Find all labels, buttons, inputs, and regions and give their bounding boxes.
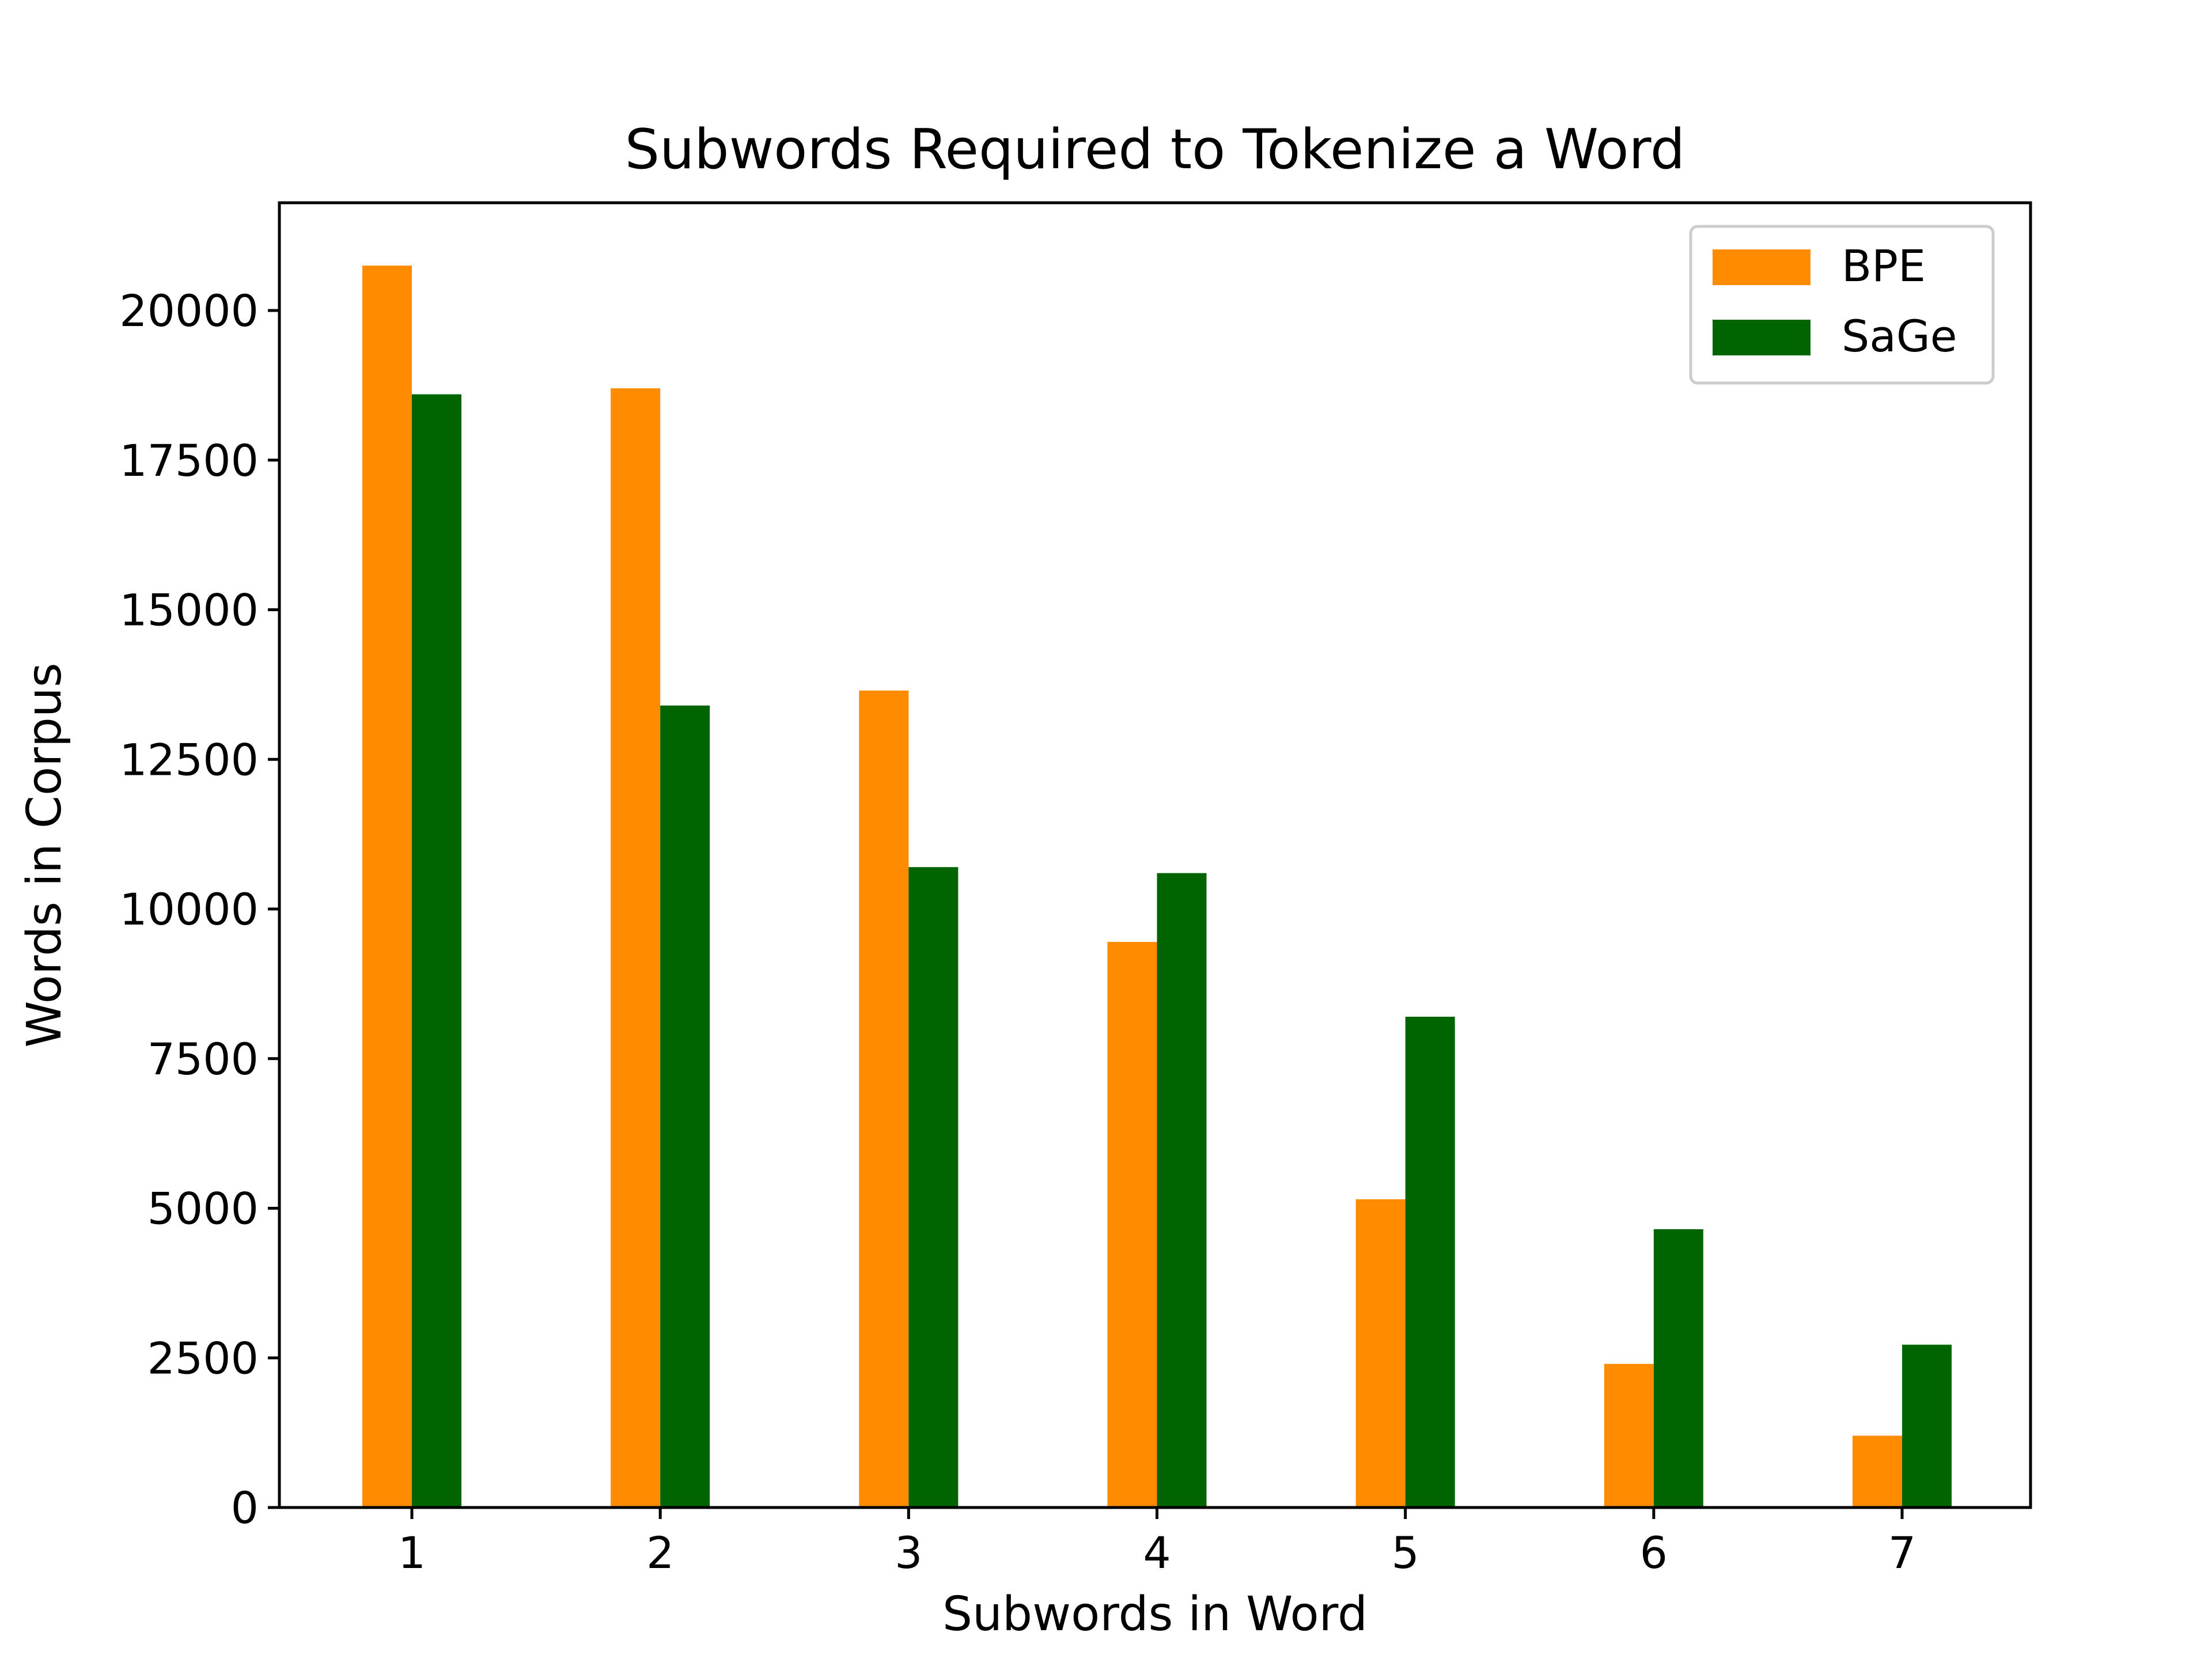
bar-sage-1 (412, 394, 461, 1508)
y-tick-label: 2500 (147, 1332, 259, 1384)
bar-bpe-5 (1355, 1199, 1406, 1508)
bar-sage-7 (1902, 1344, 1952, 1508)
bar-bpe-1 (362, 266, 412, 1508)
x-tick-label: 3 (895, 1527, 922, 1578)
legend-swatch-sage (1713, 320, 1810, 355)
bar-sage-6 (1653, 1229, 1703, 1508)
x-tick-label: 5 (1391, 1527, 1419, 1578)
legend-label-sage: SaGe (1842, 310, 1957, 362)
bar-bpe-3 (859, 690, 909, 1508)
y-tick-label: 17500 (119, 435, 259, 486)
y-tick-label: 15000 (119, 585, 259, 636)
chart-title: Subwords Required to Tokenize a Word (625, 118, 1685, 181)
bar-sage-2 (660, 705, 710, 1508)
bar-sage-3 (908, 867, 959, 1508)
x-tick-label: 2 (646, 1527, 674, 1578)
bar-bpe-4 (1107, 942, 1157, 1508)
legend: BPE SaGe (1689, 225, 1995, 385)
bars-layer (362, 266, 1952, 1508)
bar-sage-5 (1405, 1017, 1455, 1508)
x-tick-label: 1 (398, 1527, 426, 1578)
y-axis: 0 2500 5000 7500 10000 12500 15000 17500 20000 (119, 285, 279, 1533)
x-tick-label: 4 (1143, 1527, 1171, 1578)
y-tick-label: 20000 (119, 285, 259, 336)
y-tick-label: 5000 (147, 1183, 259, 1234)
bar-bpe-6 (1604, 1363, 1654, 1508)
x-tick-label: 7 (1888, 1527, 1916, 1578)
x-axis-label: Subwords in Word (942, 1587, 1368, 1642)
y-tick-label: 7500 (147, 1033, 259, 1085)
y-axis-label: Words in Corpus (17, 662, 72, 1047)
bar-sage-4 (1157, 873, 1207, 1508)
x-tick-label: 6 (1640, 1527, 1668, 1578)
legend-label-bpe: BPE (1842, 240, 1926, 291)
y-tick-label: 12500 (119, 734, 259, 785)
x-axis: 1 2 3 4 5 6 7 (398, 1508, 1916, 1578)
bar-bpe-2 (611, 388, 661, 1508)
y-tick-label: 0 (231, 1482, 259, 1533)
plot-frame (278, 201, 2032, 1509)
y-tick-label: 10000 (119, 884, 259, 935)
legend-swatch-bpe (1713, 249, 1810, 285)
bar-bpe-7 (1853, 1435, 1902, 1508)
